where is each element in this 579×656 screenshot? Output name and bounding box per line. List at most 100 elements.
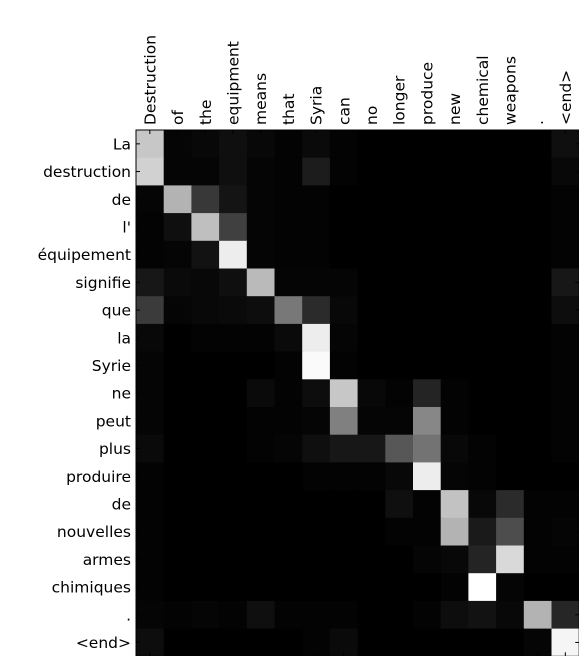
heatmap-cell — [385, 407, 414, 436]
heatmap-cell — [523, 240, 553, 270]
heatmap-cell — [274, 407, 303, 436]
heatmap-cell — [163, 213, 192, 242]
heatmap-cell — [302, 573, 331, 602]
heatmap-cell — [136, 268, 165, 297]
heatmap-cell — [274, 296, 303, 325]
heatmap-cell — [440, 628, 469, 656]
heatmap-cell — [274, 628, 303, 656]
heatmap-cell — [136, 462, 165, 491]
heatmap-cell — [551, 379, 579, 408]
heatmap-cell — [468, 268, 497, 297]
heatmap-cell — [136, 130, 165, 159]
heatmap-cell — [329, 434, 359, 463]
heatmap-cell — [551, 323, 579, 353]
heatmap-cell — [274, 213, 303, 242]
heatmap-cell — [385, 268, 414, 297]
heatmap-cell — [191, 296, 220, 325]
y-tick-label: signifie — [75, 274, 131, 292]
heatmap-cell — [523, 185, 553, 214]
heatmap-cell — [302, 600, 331, 630]
heatmap-cell — [191, 351, 220, 380]
heatmap-cell — [523, 490, 553, 519]
heatmap-cell — [523, 351, 553, 380]
x-tick-label: the — [197, 100, 215, 125]
heatmap-cell — [551, 130, 579, 159]
heatmap-cell — [329, 628, 359, 656]
heatmap-cell — [219, 240, 248, 270]
heatmap-cell — [357, 434, 386, 463]
heatmap-cell — [246, 545, 276, 574]
heatmap-cell — [413, 157, 442, 186]
heatmap-cell — [219, 157, 248, 186]
heatmap-cell — [191, 185, 220, 214]
heatmap-cell — [496, 185, 525, 214]
heatmap-cell — [329, 517, 359, 547]
heatmap-cell — [551, 545, 579, 574]
heatmap-cell — [523, 213, 553, 242]
x-tick-label: chemical — [474, 55, 492, 125]
heatmap-cell — [551, 240, 579, 270]
heatmap-cell — [302, 517, 331, 547]
heatmap-cell — [302, 379, 331, 408]
y-tick-label: peut — [96, 412, 131, 430]
heatmap-cell — [302, 490, 331, 519]
heatmap-cell — [413, 628, 442, 656]
heatmap-cell — [163, 628, 192, 656]
heatmap-cell — [191, 157, 220, 186]
heatmap-cell — [191, 240, 220, 270]
heatmap-cell — [551, 628, 579, 656]
y-tick-label: que — [102, 302, 131, 320]
heatmap-cell — [219, 462, 248, 491]
heatmap-cell — [468, 490, 497, 519]
heatmap-cell — [219, 573, 248, 602]
heatmap-cell — [274, 600, 303, 630]
heatmap-cell — [551, 185, 579, 214]
heatmap-cell — [496, 628, 525, 656]
heatmap-cell — [163, 296, 192, 325]
heatmap-cell — [219, 628, 248, 656]
heatmap-cell — [136, 517, 165, 547]
heatmap-cell — [551, 434, 579, 463]
heatmap-cell — [163, 240, 192, 270]
heatmap-cell — [329, 600, 359, 630]
heatmap-cell — [274, 517, 303, 547]
heatmap-cell — [385, 490, 414, 519]
heatmap-cell — [302, 434, 331, 463]
heatmap-cell — [523, 517, 553, 547]
heatmap-cell — [468, 130, 497, 159]
heatmap-cell — [302, 213, 331, 242]
heatmap-cell — [440, 434, 469, 463]
heatmap-cell — [191, 407, 220, 436]
heatmap-cell — [496, 268, 525, 297]
heatmap-cell — [163, 379, 192, 408]
y-tick-label: Syrie — [92, 357, 131, 375]
heatmap-cell — [440, 573, 469, 602]
heatmap-cell — [246, 185, 276, 214]
x-tick-label: no — [363, 106, 381, 125]
heatmap-cell — [329, 407, 359, 436]
heatmap-cell — [440, 600, 469, 630]
heatmap-cell — [357, 296, 386, 325]
heatmap-cell — [329, 490, 359, 519]
y-tick-label: chimiques — [52, 579, 131, 597]
heatmap-cell — [329, 573, 359, 602]
heatmap-cell — [551, 296, 579, 325]
heatmap-cell — [468, 600, 497, 630]
heatmap-cell — [219, 130, 248, 159]
heatmap-cell — [523, 434, 553, 463]
heatmap-cell — [523, 600, 553, 630]
heatmap-cell — [274, 185, 303, 214]
heatmap-cell — [385, 628, 414, 656]
heatmap-cell — [385, 240, 414, 270]
x-tick-label: Syria — [308, 86, 326, 125]
heatmap-cell — [246, 157, 276, 186]
heatmap-cell — [191, 573, 220, 602]
heatmap-cell — [274, 379, 303, 408]
plot-frame — [135, 129, 579, 656]
x-tick-label: weapons — [501, 56, 519, 125]
heatmap-cell — [413, 130, 442, 159]
heatmap-cell — [274, 573, 303, 602]
heatmap-cell — [191, 268, 220, 297]
heatmap-cell — [551, 157, 579, 186]
